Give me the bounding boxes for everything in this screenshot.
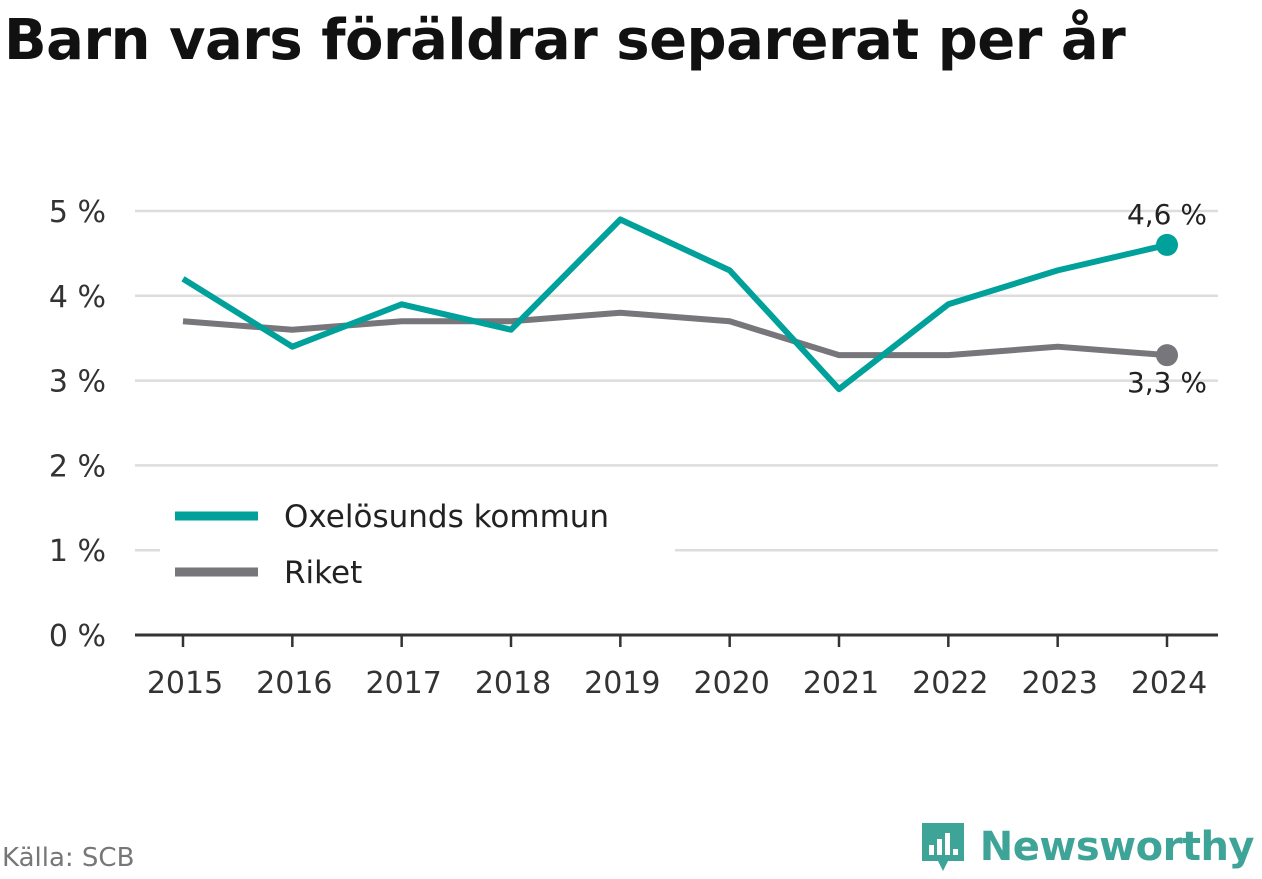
x-axis: 2015 2016 2017 2018 2019 2020 2021 2022 2023 2024 [135, 633, 1218, 701]
legend-label: Oxelösunds kommun [284, 499, 609, 535]
end-label: 4,6 % [1127, 198, 1207, 231]
x-tick-label: 2017 [365, 666, 441, 701]
series-lines [181, 216, 1178, 393]
y-axis-ticks: 0 % 1 % 2 % 3 % 4 % 5 % [49, 195, 106, 654]
series-end-marker [1156, 344, 1178, 367]
x-tick-label: 2020 [693, 666, 769, 701]
x-tick-label: 2024 [1131, 666, 1207, 701]
legend: Oxelösunds kommun Riket [160, 490, 675, 591]
brand-name: Newsworthy [979, 824, 1255, 870]
x-tick-label: 2015 [147, 666, 223, 701]
newsworthy-logo-icon [921, 823, 964, 871]
x-tick-label: 2016 [256, 666, 332, 701]
y-tick-label: 1 % [49, 534, 106, 569]
chart-title: Barn vars föräldrar separerat per år [4, 8, 1126, 73]
x-tick-label: 2023 [1021, 666, 1097, 701]
end-labels: 4,6 % 3,3 % [1127, 198, 1207, 399]
x-tick-label: 2022 [912, 666, 988, 701]
brand: Newsworthy [918, 819, 1255, 875]
legend-label: Riket [284, 555, 362, 591]
x-tick-label: 2018 [475, 666, 551, 701]
y-tick-label: 5 % [49, 195, 106, 230]
y-tick-label: 4 % [49, 280, 106, 315]
x-tick-label: 2019 [584, 666, 660, 701]
y-tick-label: 2 % [49, 449, 106, 484]
x-tick-label: 2021 [803, 666, 879, 701]
end-label: 3,3 % [1127, 366, 1207, 399]
series-end-marker [1156, 233, 1178, 256]
series-line-oxelosund [181, 216, 1168, 393]
y-tick-label: 3 % [49, 365, 106, 400]
source-note: Källa: SCB [2, 843, 135, 873]
y-tick-label: 0 % [49, 619, 106, 654]
